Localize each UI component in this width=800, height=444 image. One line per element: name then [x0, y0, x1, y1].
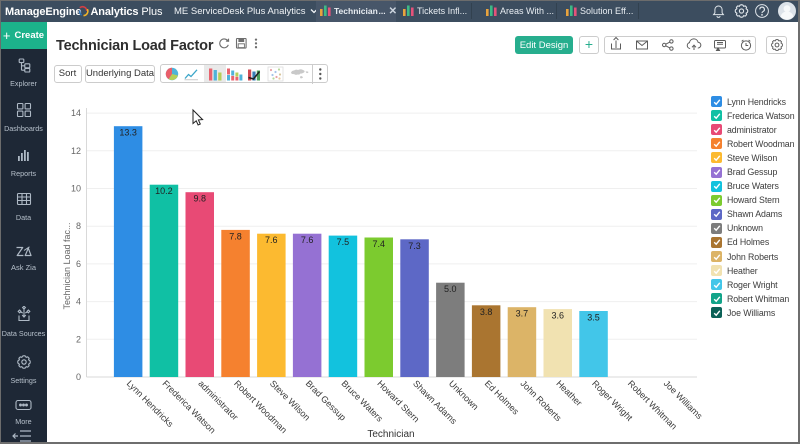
- svg-text:4: 4: [76, 297, 81, 307]
- svg-text:Technician: Technician: [367, 429, 414, 440]
- svg-text:7.3: 7.3: [408, 241, 421, 251]
- svg-text:Ed Holmes: Ed Holmes: [483, 378, 522, 417]
- svg-text:10.2: 10.2: [155, 186, 173, 196]
- svg-text:12: 12: [71, 146, 81, 156]
- svg-text:Unknown: Unknown: [447, 378, 481, 412]
- svg-text:7.8: 7.8: [229, 231, 242, 241]
- svg-text:7.4: 7.4: [372, 239, 385, 249]
- svg-text:3.7: 3.7: [516, 309, 529, 319]
- svg-text:Heather: Heather: [554, 378, 584, 408]
- svg-text:7.6: 7.6: [301, 235, 314, 245]
- svg-text:5.0: 5.0: [444, 284, 457, 294]
- svg-text:2: 2: [76, 334, 81, 344]
- svg-text:6: 6: [76, 259, 81, 269]
- svg-text:14: 14: [71, 108, 81, 118]
- svg-text:3.8: 3.8: [480, 307, 493, 317]
- svg-text:Technician Load fac...: Technician Load fac...: [62, 222, 72, 309]
- svg-text:3.6: 3.6: [551, 311, 564, 321]
- svg-text:0: 0: [76, 372, 81, 382]
- svg-text:9.8: 9.8: [193, 194, 206, 204]
- svg-text:10: 10: [71, 184, 81, 194]
- svg-text:7.5: 7.5: [337, 237, 350, 247]
- svg-text:13.3: 13.3: [119, 128, 137, 138]
- svg-text:3.5: 3.5: [587, 313, 600, 323]
- svg-text:8: 8: [76, 221, 81, 231]
- svg-text:7.6: 7.6: [265, 235, 278, 245]
